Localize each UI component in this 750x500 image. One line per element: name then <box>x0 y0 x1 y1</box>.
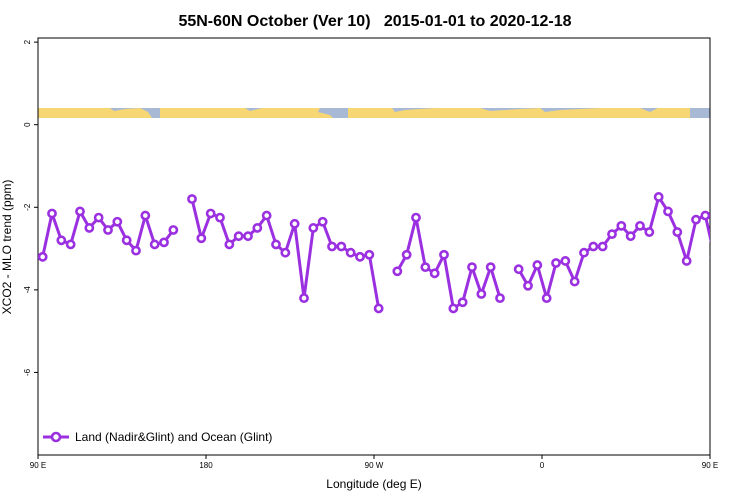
data-point <box>355 251 365 262</box>
data-point <box>271 239 281 250</box>
data-point <box>112 216 123 227</box>
data-point <box>299 293 309 304</box>
data-point <box>84 223 95 233</box>
data-point <box>560 256 571 266</box>
data-point <box>159 237 169 248</box>
data-point <box>103 225 113 235</box>
data-point <box>579 247 589 258</box>
x-axis-label: Longitude (deg E) <box>326 477 421 491</box>
data-point <box>551 258 561 268</box>
data-point <box>345 247 356 258</box>
y-tick-label: -2 <box>23 203 32 211</box>
data-point <box>187 194 197 204</box>
data-point <box>65 239 76 250</box>
data-point <box>730 239 737 246</box>
land-ocean-strip <box>38 108 710 118</box>
series-line <box>517 195 710 300</box>
data-point <box>644 227 655 237</box>
legend-label: Land (Nadir&Glint) and Ocean (Glint) <box>75 430 272 444</box>
data-point <box>215 212 225 223</box>
data-point <box>429 268 440 279</box>
legend-marker <box>50 431 62 443</box>
data-point <box>131 245 141 256</box>
data-point <box>448 303 459 314</box>
data-point <box>681 256 692 266</box>
data-point <box>588 241 599 252</box>
data-point <box>261 210 272 221</box>
data-point <box>625 231 636 242</box>
data-point <box>739 243 746 250</box>
y-axis: 2 0 -2 -4 -6 <box>23 39 38 376</box>
x-tick-label: 180 <box>199 461 213 470</box>
y-axis-label: XCO2 - MLO trend (ppm) <box>0 180 14 315</box>
data-point <box>607 229 617 240</box>
y-tick-label: 0 <box>23 122 32 127</box>
y-tick-label: 2 <box>23 39 32 44</box>
data-point <box>672 227 683 237</box>
data-point <box>373 303 384 314</box>
data-point <box>308 223 319 233</box>
data-point <box>327 241 337 252</box>
data-point <box>635 220 645 231</box>
data-point <box>47 208 57 219</box>
data-point <box>336 241 347 252</box>
plot-frame <box>37 37 711 456</box>
data-point <box>532 260 543 270</box>
data-point <box>700 210 710 221</box>
data-point <box>392 266 403 277</box>
data-point <box>691 214 701 225</box>
data-point <box>709 255 710 259</box>
data-point <box>523 280 533 291</box>
data-point <box>597 241 608 252</box>
x-tick-label: 90 W <box>365 461 384 470</box>
data-point <box>364 249 375 260</box>
data-point <box>653 192 664 202</box>
data-point <box>196 233 207 244</box>
data-point <box>495 293 505 304</box>
data-point <box>280 247 291 258</box>
data-point <box>485 262 496 273</box>
data-point <box>38 251 48 262</box>
data-point <box>420 262 431 273</box>
data-point <box>168 225 179 235</box>
data-point <box>121 235 132 246</box>
land-masses <box>38 108 690 118</box>
data-point <box>224 239 235 250</box>
data-point <box>401 249 412 260</box>
x-tick-label: 0 <box>540 461 545 470</box>
data-point <box>233 231 244 242</box>
chart-title: 55N-60N October (Ver 10) 2015-01-01 to 2… <box>178 13 571 30</box>
series-layer <box>38 192 746 314</box>
data-point <box>720 210 727 217</box>
data-point <box>317 216 328 227</box>
data-point <box>467 262 477 273</box>
data-point <box>243 231 253 242</box>
data-point <box>457 297 468 308</box>
data-point <box>513 264 524 275</box>
data-point <box>541 293 552 304</box>
data-point <box>93 212 104 223</box>
x-axis: 90 E 180 90 W 0 90 E <box>30 455 718 470</box>
data-point <box>411 212 421 223</box>
data-point <box>616 220 627 231</box>
y-tick-label: -6 <box>23 368 32 376</box>
x-tick-label: 90 E <box>30 461 46 470</box>
data-point <box>205 208 216 219</box>
legend: Land (Nadir&Glint) and Ocean (Glint) <box>43 430 272 444</box>
data-point <box>569 276 580 287</box>
data-point <box>476 289 487 299</box>
data-point <box>439 249 449 260</box>
data-point <box>75 206 85 217</box>
data-point <box>56 235 67 246</box>
y-tick-label: -4 <box>23 286 32 294</box>
data-point <box>289 218 300 229</box>
data-point <box>140 210 151 221</box>
data-point <box>252 223 263 233</box>
data-point <box>149 239 160 250</box>
x-tick-label: 90 E <box>702 461 718 470</box>
data-point <box>663 206 673 217</box>
